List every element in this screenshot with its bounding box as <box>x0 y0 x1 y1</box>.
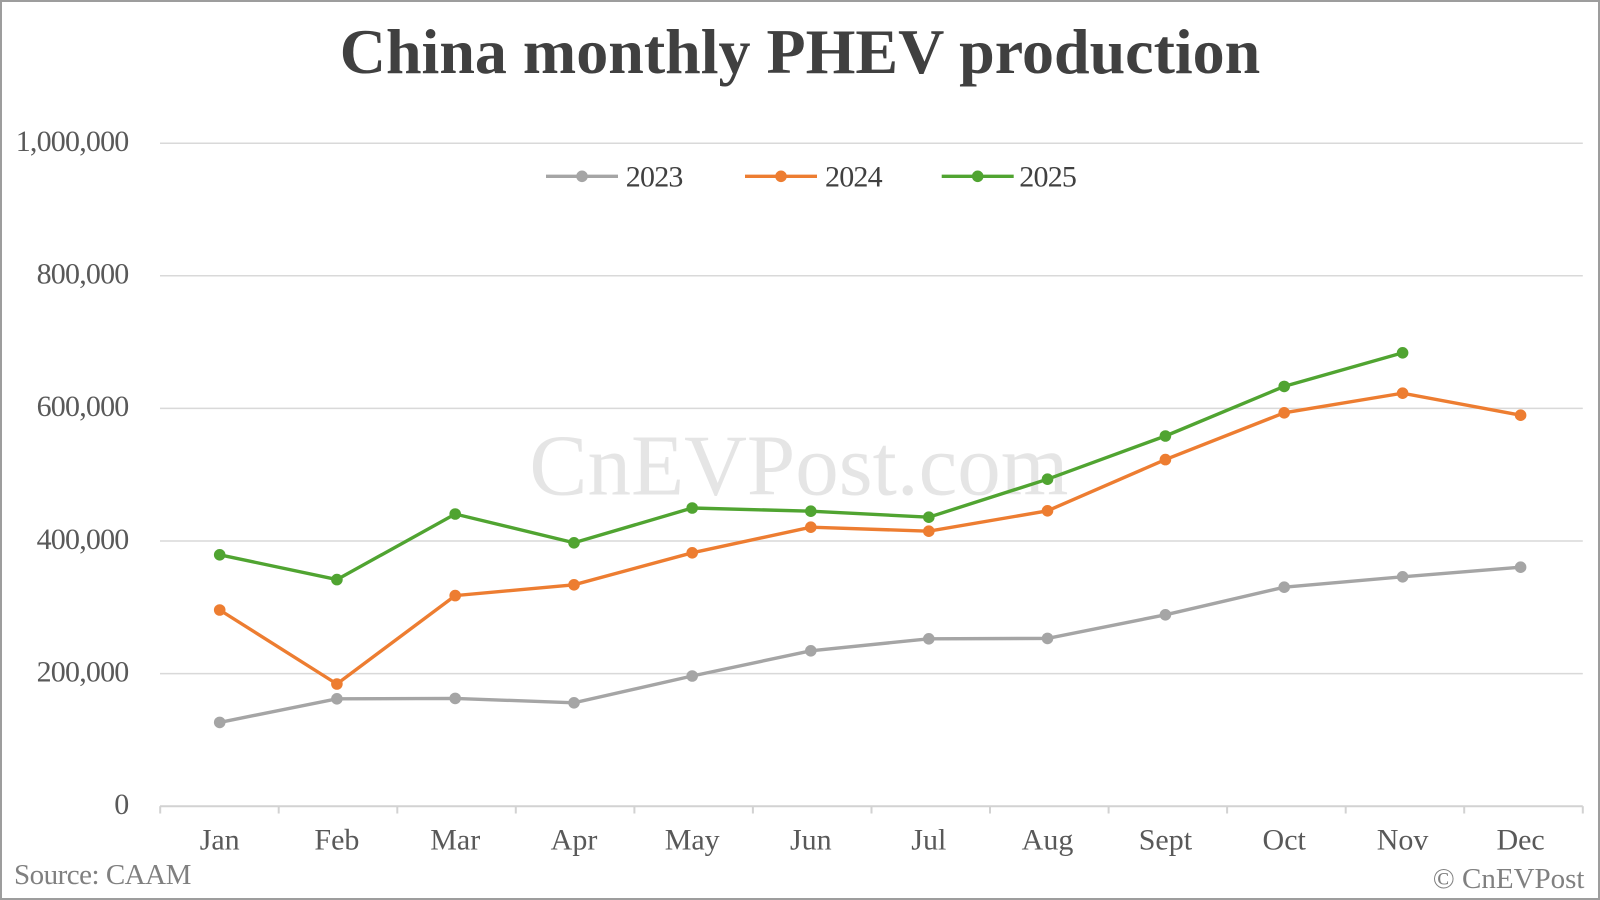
svg-text:800,000: 800,000 <box>37 258 129 291</box>
svg-text:China monthly PHEV production: China monthly PHEV production <box>340 16 1261 87</box>
svg-text:Source: CAAM: Source: CAAM <box>14 859 191 891</box>
svg-text:Jun: Jun <box>790 823 832 856</box>
svg-text:200,000: 200,000 <box>37 655 129 688</box>
svg-text:Aug: Aug <box>1022 823 1074 856</box>
svg-text:Sept: Sept <box>1139 823 1193 856</box>
svg-text:Nov: Nov <box>1377 823 1429 856</box>
svg-text:0: 0 <box>114 788 128 821</box>
svg-text:2024: 2024 <box>825 160 883 193</box>
svg-text:Oct: Oct <box>1263 823 1307 856</box>
svg-text:1,000,000: 1,000,000 <box>16 125 129 158</box>
svg-text:Mar: Mar <box>430 823 480 856</box>
svg-text:Jan: Jan <box>200 823 240 856</box>
svg-text:© CnEVPost: © CnEVPost <box>1433 863 1585 895</box>
svg-text:400,000: 400,000 <box>37 523 129 556</box>
svg-text:May: May <box>665 823 720 856</box>
svg-text:Feb: Feb <box>314 823 359 856</box>
svg-text:Apr: Apr <box>551 823 598 856</box>
svg-text:Dec: Dec <box>1496 823 1544 856</box>
svg-text:CnEVPost.com: CnEVPost.com <box>529 417 1068 514</box>
svg-text:600,000: 600,000 <box>37 390 129 423</box>
svg-text:Jul: Jul <box>911 823 946 856</box>
svg-text:2025: 2025 <box>1019 160 1076 193</box>
svg-text:2023: 2023 <box>626 160 683 193</box>
